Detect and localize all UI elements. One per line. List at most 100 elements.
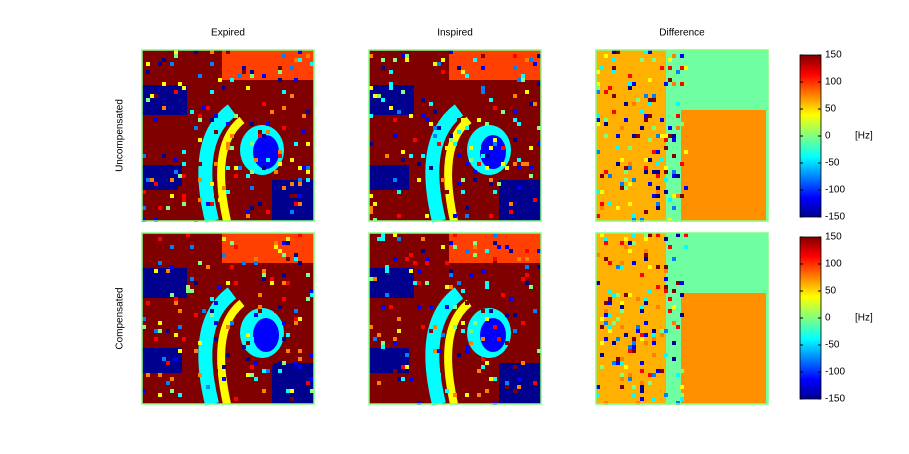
pixel-noise — [668, 218, 672, 222]
pixel-noise — [473, 245, 477, 249]
pixel-noise — [294, 309, 298, 313]
pixel-noise — [513, 329, 517, 333]
pixel-noise — [290, 94, 294, 98]
pixel-noise — [182, 202, 186, 206]
pixel-noise — [465, 206, 469, 210]
pixel-noise — [644, 158, 648, 162]
pixel-noise — [648, 138, 652, 142]
pixel-noise — [278, 150, 282, 154]
pixel-noise — [226, 190, 230, 194]
pixel-noise — [397, 237, 401, 241]
pixel-noise — [274, 170, 278, 174]
pixel-noise — [222, 377, 226, 381]
pixel-noise — [664, 166, 668, 170]
pixel-noise — [596, 70, 600, 74]
pixel-noise — [206, 106, 210, 110]
pixel-noise — [624, 293, 628, 297]
pixel-noise — [652, 150, 656, 154]
pixel-noise — [668, 126, 672, 130]
pixel-noise — [537, 142, 541, 146]
pixel-noise — [624, 237, 628, 241]
pixel-noise — [620, 126, 624, 130]
pixel-noise — [142, 190, 146, 194]
pixel-noise — [632, 393, 636, 397]
pixel-noise — [497, 337, 501, 341]
pixel-noise — [513, 162, 517, 166]
pixel-noise — [664, 393, 668, 397]
pixel-noise — [648, 102, 652, 106]
pixel-noise — [405, 58, 409, 62]
pixel-noise — [485, 154, 489, 158]
pixel-noise — [481, 365, 485, 369]
pixel-noise — [369, 54, 373, 58]
pixel-noise — [294, 78, 298, 82]
pixel-noise — [493, 257, 497, 261]
pixel-noise — [385, 293, 389, 297]
pixel-noise — [640, 333, 644, 337]
pixel-noise — [182, 194, 186, 198]
pixel-noise — [178, 325, 182, 329]
pixel-noise — [310, 353, 314, 357]
pixel-noise — [604, 313, 608, 317]
pixel-noise — [676, 373, 680, 377]
pixel-noise — [158, 261, 162, 265]
pixel-noise — [537, 349, 541, 353]
pixel-noise — [604, 337, 608, 341]
pixel-noise — [389, 86, 393, 90]
pixel-noise — [369, 206, 373, 210]
pixel-noise — [628, 345, 632, 349]
pixel-noise — [294, 142, 298, 146]
pixel-noise — [684, 82, 688, 86]
pixel-noise — [429, 102, 433, 106]
pixel-noise — [513, 118, 517, 122]
pixel-noise — [604, 118, 608, 122]
pixel-noise — [154, 337, 158, 341]
column-title: Inspired — [437, 28, 473, 39]
pixel-noise — [142, 154, 146, 158]
warm-region — [681, 293, 766, 404]
pixel-noise — [158, 373, 162, 377]
pixel-noise — [210, 297, 214, 301]
colorbar-tick-label: -150 — [825, 394, 845, 405]
gradient-arc — [444, 299, 472, 405]
pixel-noise — [680, 194, 684, 198]
pixel-noise — [381, 237, 385, 241]
pixel-noise — [517, 78, 521, 82]
pixel-noise — [660, 118, 664, 122]
pixel-noise — [441, 178, 445, 182]
pixel-noise — [620, 385, 624, 389]
pixel-noise — [222, 86, 226, 90]
pixel-noise — [230, 78, 234, 82]
pixel-noise — [413, 261, 417, 265]
pixel-noise — [608, 202, 612, 206]
pixel-noise — [505, 166, 509, 170]
panel-border — [595, 232, 769, 405]
pixel-noise — [648, 98, 652, 102]
pixel-noise — [648, 78, 652, 82]
pixel-noise — [644, 249, 648, 253]
pixel-noise — [676, 233, 680, 237]
pixel-noise — [405, 257, 409, 261]
pixel-noise — [242, 345, 246, 349]
pixel-noise — [620, 182, 624, 186]
pixel-noise — [166, 269, 170, 273]
colorbar-tick-label: 0 — [825, 313, 831, 324]
pixel-noise — [170, 389, 174, 393]
pixel-noise — [644, 333, 648, 337]
pixel-noise — [533, 309, 537, 313]
pixel-noise — [250, 122, 254, 126]
pixel-noise — [190, 245, 194, 249]
pixel-noise — [294, 361, 298, 365]
pixel-noise — [246, 214, 250, 218]
pixel-noise — [477, 369, 481, 373]
blue-region — [369, 165, 409, 190]
pixel-noise — [262, 369, 266, 373]
pixel-noise — [417, 178, 421, 182]
pixel-noise — [620, 186, 624, 190]
pixel-noise — [600, 317, 604, 321]
pixel-noise — [190, 289, 194, 293]
image-panel — [595, 232, 769, 405]
pixel-noise — [437, 373, 441, 377]
colorbar-tick-label: 50 — [825, 104, 837, 115]
pixel-noise — [596, 281, 600, 285]
